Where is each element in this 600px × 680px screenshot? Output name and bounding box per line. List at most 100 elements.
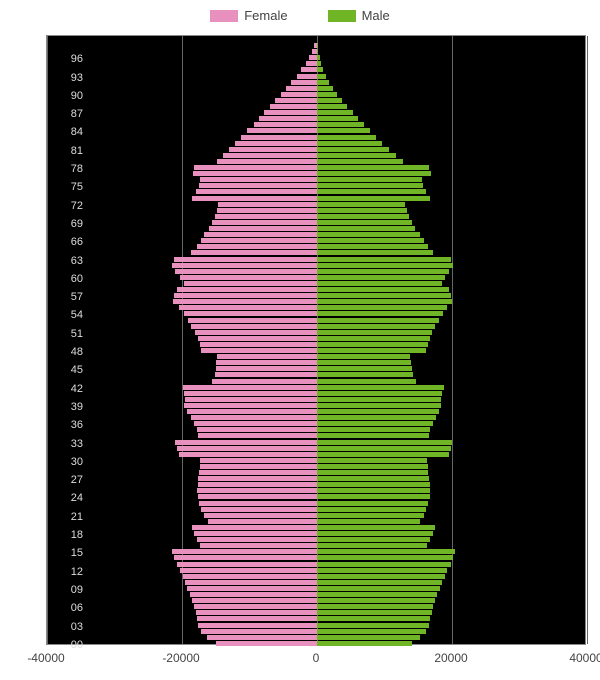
y-tick-label: 81 [53, 145, 83, 157]
bar-female [184, 311, 317, 316]
bar-female [194, 531, 317, 536]
y-tick-label: 21 [53, 511, 83, 523]
bar-male [317, 580, 442, 585]
bar-female [197, 427, 317, 432]
bar-female [184, 391, 317, 396]
bar-male [317, 330, 432, 335]
y-tick-label: 18 [53, 529, 83, 541]
x-tick-label: 40000 [569, 651, 600, 665]
bar-female [190, 592, 317, 597]
bar-male [317, 348, 426, 353]
y-tick-label: 90 [53, 90, 83, 102]
y-tick-label: 78 [53, 163, 83, 175]
bar-female [216, 641, 317, 646]
bar-female [174, 555, 317, 560]
bar-male [317, 55, 320, 60]
y-tick-label: 06 [53, 602, 83, 614]
bar-female [198, 494, 317, 499]
bar-male [317, 110, 353, 115]
y-tick-label: 57 [53, 291, 83, 303]
bar-male [317, 427, 430, 432]
bar-male [317, 379, 416, 384]
chart-legend: Female Male [0, 8, 600, 23]
bar-female [195, 330, 317, 335]
y-tick-label: 60 [53, 273, 83, 285]
bar-male [317, 159, 403, 164]
bar-male [317, 196, 430, 201]
bar-male [317, 92, 337, 97]
bar-male [317, 147, 389, 152]
bar-male [317, 220, 412, 225]
bar-female [183, 385, 317, 390]
bar-male [317, 549, 455, 554]
bar-male [317, 293, 451, 298]
bar-male [317, 507, 426, 512]
bar-male [317, 641, 412, 646]
bar-female [183, 574, 317, 579]
bar-male [317, 135, 376, 140]
bar-male [317, 311, 443, 316]
bar-female [286, 86, 317, 91]
bar-female [193, 171, 317, 176]
y-tick-label: 33 [53, 438, 83, 450]
bar-female [297, 74, 317, 79]
bar-female [197, 537, 317, 542]
bar-female [218, 202, 317, 207]
bar-female [216, 366, 317, 371]
bar-female [198, 336, 317, 341]
bar-male [317, 183, 423, 188]
bar-male [317, 257, 451, 262]
bar-male [317, 446, 451, 451]
bar-female [306, 61, 317, 66]
legend-item-male: Male [328, 8, 390, 23]
bar-male [317, 214, 409, 219]
y-tick-label: 15 [53, 547, 83, 559]
y-tick-label: 87 [53, 108, 83, 120]
bar-female [201, 238, 317, 243]
bar-male [317, 122, 364, 127]
bar-female [172, 263, 317, 268]
bar-female [209, 226, 317, 231]
bar-male [317, 324, 435, 329]
bar-male [317, 458, 427, 463]
bar-male [317, 281, 442, 286]
bar-male [317, 519, 420, 524]
bar-male [317, 208, 407, 213]
bar-male [317, 98, 342, 103]
bar-male [317, 318, 439, 323]
bar-female [217, 208, 317, 213]
bar-male [317, 305, 447, 310]
bar-male [317, 513, 424, 518]
bar-male [317, 629, 426, 634]
bar-female [187, 586, 317, 591]
y-tick-label: 54 [53, 309, 83, 321]
y-tick-label: 03 [53, 621, 83, 633]
bar-female [184, 281, 317, 286]
bar-male [317, 141, 382, 146]
bar-female [309, 55, 317, 60]
y-tick-label: 30 [53, 456, 83, 468]
bar-female [198, 476, 317, 481]
bar-male [317, 43, 318, 48]
bar-male [317, 604, 433, 609]
bar-male [317, 531, 433, 536]
y-tick-label: 36 [53, 419, 83, 431]
bar-male [317, 67, 323, 72]
bar-female [174, 257, 317, 262]
bar-male [317, 342, 428, 347]
bar-female [191, 250, 317, 255]
bar-female [172, 549, 317, 554]
bar-male [317, 421, 433, 426]
bar-male [317, 488, 430, 493]
bar-female [301, 67, 317, 72]
bar-male [317, 543, 427, 548]
bar-female [223, 153, 317, 158]
bar-male [317, 586, 440, 591]
bar-male [317, 623, 429, 628]
bar-female [208, 519, 317, 524]
bar-male [317, 354, 410, 359]
bar-male [317, 397, 441, 402]
bar-female [180, 275, 317, 280]
bar-female [241, 135, 317, 140]
bar-female [217, 159, 317, 164]
